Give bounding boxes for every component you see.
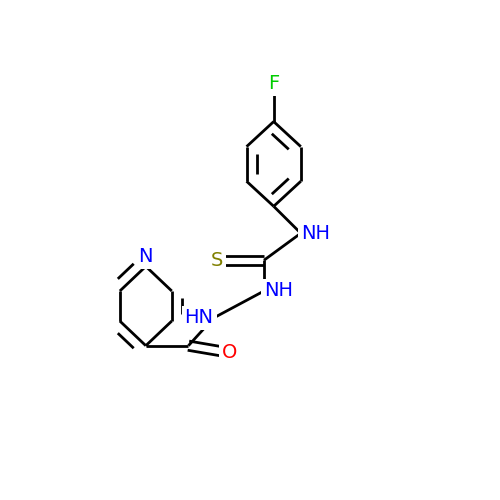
Text: O: O [222,343,237,362]
Text: NH: NH [301,224,330,243]
Text: F: F [268,74,280,92]
Text: NH: NH [264,282,293,300]
Text: S: S [211,250,224,270]
Text: HN: HN [184,308,214,328]
Text: N: N [138,248,153,266]
